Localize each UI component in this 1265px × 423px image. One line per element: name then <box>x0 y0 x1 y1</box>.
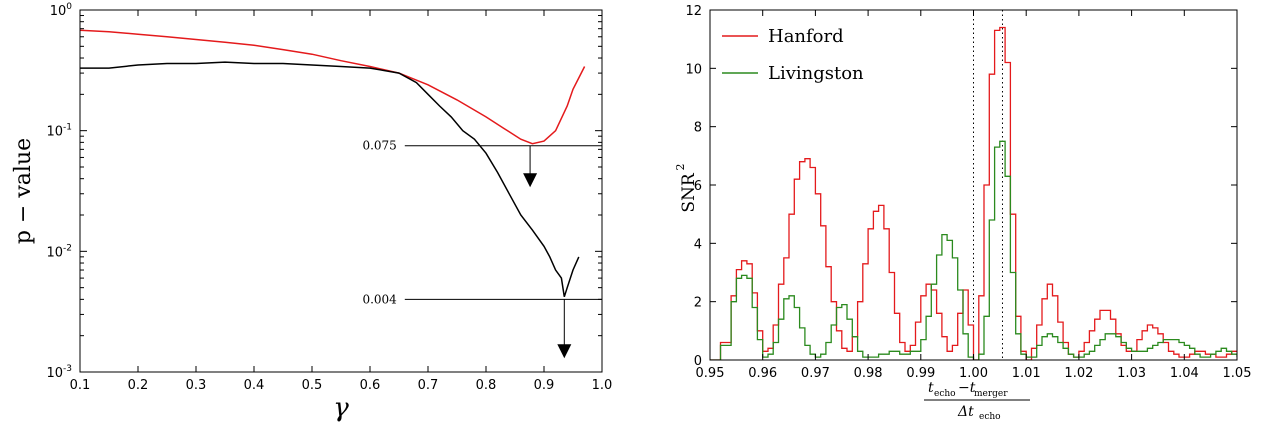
svg-text:t: t <box>928 380 934 396</box>
snr-chart: 0.95 0.96 0.97 0.98 0.99 1.00 1.01 1.02 1.03 1.04… <box>674 4 1251 422</box>
svg-text:−t: −t <box>958 380 976 396</box>
svg-text:merger: merger <box>974 389 1008 399</box>
pvalue-y-tick-label: 100 <box>50 2 73 19</box>
snr-legend: Hanford Livingston <box>722 26 864 84</box>
pvalue-x-tick-label: 0.6 <box>360 378 381 393</box>
pvalue-series-line-1 <box>80 61 580 298</box>
svg-text:echo: echo <box>979 412 1001 422</box>
pvalue-y-tick-label: 10-1 <box>46 123 72 140</box>
svg-text:2: 2 <box>674 164 687 171</box>
snr-y-tick-label: 6 <box>694 179 702 194</box>
pvalue-x-tick-label: 0.4 <box>244 378 265 393</box>
pvalue-x-tick-label: 0.9 <box>534 378 555 393</box>
pvalue-x-tick-label: 0.2 <box>128 378 149 393</box>
snr-y-tick-label: 10 <box>685 62 702 77</box>
threshold-arrow-head-1 <box>557 344 572 359</box>
threshold-label-1: 0.004 <box>362 292 397 306</box>
snr-x-tick-label: 0.95 <box>696 366 725 381</box>
snr-x-tick-label: 1.04 <box>1170 366 1199 381</box>
pvalue-plot-frame <box>79 9 603 373</box>
pvalue-chart: 0.075 0.004 0.1 0.2 0.3 0.4 0.5 0.6 0.7 0.8 0.9 1.… <box>11 2 612 423</box>
legend-label-hanford: Hanford <box>768 26 844 47</box>
snr-x-tick-label: 1.05 <box>1223 366 1252 381</box>
snr-x-axis-label: t echo −t merger Δt echo <box>924 380 1030 422</box>
pvalue-y-tick-label: 10-2 <box>46 243 72 260</box>
pvalue-x-tick-label: 0.3 <box>186 378 207 393</box>
svg-text:Δt: Δt <box>957 404 974 420</box>
snr-x-tick-label: 0.99 <box>906 366 935 381</box>
pvalue-x-tick-label: 0.8 <box>476 378 497 393</box>
snr-y-tick-label: 2 <box>694 296 702 311</box>
pvalue-series-line-0 <box>80 29 586 145</box>
snr-y-axis-label: SNR 2 <box>674 164 699 213</box>
pvalue-y-tick-label: 10-3 <box>46 364 72 381</box>
snr-x-tick-label: 1.02 <box>1064 366 1093 381</box>
pvalue-x-axis-label: γ <box>333 393 349 423</box>
snr-y-tick-label: 0 <box>694 354 702 369</box>
svg-text:SNR: SNR <box>679 172 699 213</box>
snr-x-tick-label: 1.03 <box>1117 366 1146 381</box>
snr-x-tick-label: 1.01 <box>1012 366 1041 381</box>
snr-series-line-livingston <box>710 140 1237 360</box>
pvalue-x-tick-label: 0.7 <box>418 378 439 393</box>
snr-series-line-hanford <box>710 26 1237 360</box>
threshold-arrow-head-0 <box>523 173 538 188</box>
snr-x-tick-label: 0.98 <box>854 366 883 381</box>
pvalue-x-tick-label: 0.5 <box>302 378 323 393</box>
snr-y-tick-label: 12 <box>685 4 702 19</box>
svg-text:echo: echo <box>934 389 956 399</box>
pvalue-x-tick-label: 1.0 <box>592 378 613 393</box>
snr-x-tick-label: 0.96 <box>748 366 777 381</box>
snr-x-tick-label: 1.00 <box>959 366 988 381</box>
snr-x-tick-label: 0.97 <box>801 366 830 381</box>
threshold-label-0: 0.075 <box>362 139 396 153</box>
pvalue-x-tick-label: 0.1 <box>70 378 91 393</box>
snr-y-tick-label: 4 <box>694 237 702 252</box>
legend-label-livingston: Livingston <box>768 63 864 84</box>
snr-y-tick-label: 8 <box>694 121 702 136</box>
pvalue-y-axis-label: p − value <box>11 138 36 244</box>
